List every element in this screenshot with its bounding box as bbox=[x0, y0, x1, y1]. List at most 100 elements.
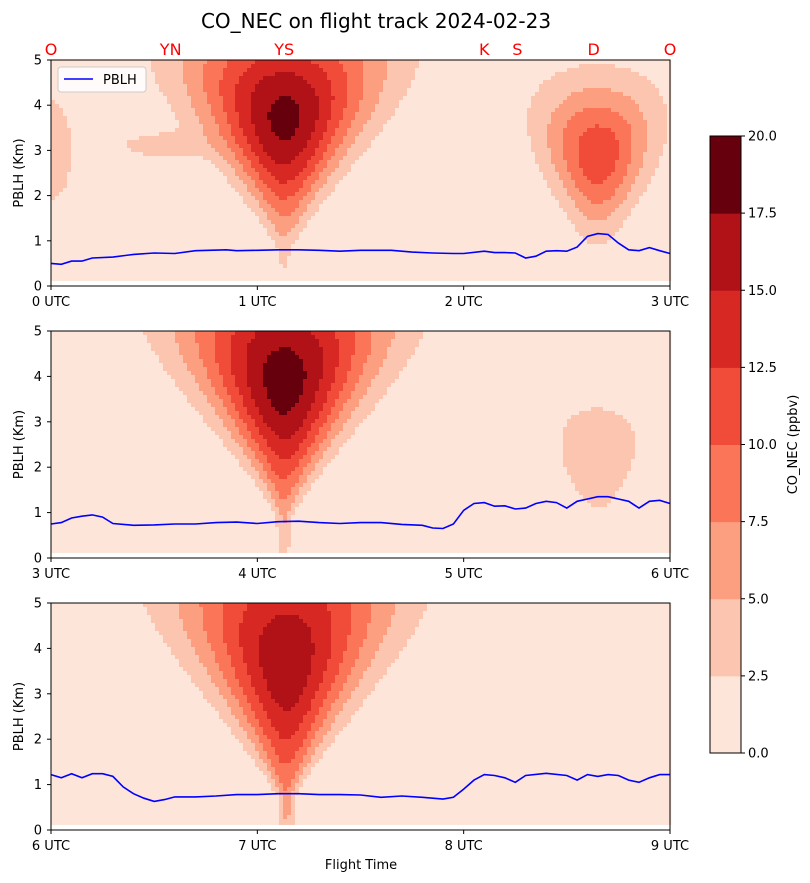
contour-cell bbox=[531, 96, 536, 101]
contour-cell bbox=[95, 184, 100, 189]
contour-cell bbox=[383, 140, 388, 145]
contour-cell bbox=[391, 84, 396, 89]
contour-cell bbox=[211, 172, 216, 177]
contour-cell bbox=[499, 120, 504, 125]
contour-cell bbox=[539, 120, 544, 125]
contour-cell bbox=[527, 60, 532, 65]
contour-cell bbox=[531, 116, 536, 121]
contour-cell bbox=[199, 168, 204, 173]
contour-cell bbox=[447, 152, 452, 157]
contour-cell bbox=[359, 180, 364, 185]
contour-cell bbox=[55, 184, 60, 189]
contour-cell bbox=[179, 136, 184, 141]
contour-cell bbox=[411, 144, 416, 149]
contour-cell bbox=[587, 116, 592, 121]
contour-cell bbox=[195, 72, 200, 77]
contour-cell bbox=[379, 68, 384, 73]
contour-cell bbox=[355, 64, 360, 69]
contour-cell bbox=[267, 156, 272, 161]
contour-cell bbox=[411, 156, 416, 161]
contour-cell bbox=[543, 60, 548, 65]
contour-cell bbox=[155, 132, 160, 137]
contour-cell bbox=[407, 76, 412, 81]
contour-cell bbox=[115, 188, 120, 193]
contour-cell bbox=[107, 152, 112, 157]
contour-cell bbox=[635, 140, 640, 145]
contour-cell bbox=[99, 184, 104, 189]
contour-cell bbox=[555, 64, 560, 69]
contour-cell bbox=[663, 64, 668, 69]
contour-cell bbox=[595, 184, 600, 189]
contour-cell bbox=[399, 144, 404, 149]
contour-cell bbox=[431, 112, 436, 117]
contour-cell bbox=[363, 160, 368, 165]
contour-cell bbox=[579, 176, 584, 181]
contour-cell bbox=[275, 124, 280, 129]
contour-cell bbox=[195, 120, 200, 125]
contour-cell bbox=[563, 184, 568, 189]
contour-cell bbox=[167, 120, 172, 125]
contour-cell bbox=[247, 148, 252, 153]
contour-cell bbox=[551, 132, 556, 137]
contour-cell bbox=[91, 124, 96, 129]
contour-cell bbox=[63, 108, 68, 113]
contour-cell bbox=[87, 172, 92, 177]
contour-cell bbox=[559, 68, 564, 73]
contour-cell bbox=[443, 140, 448, 145]
contour-cell bbox=[235, 104, 240, 109]
contour-cell bbox=[339, 100, 344, 105]
contour-cell bbox=[207, 104, 212, 109]
contour-cell bbox=[659, 136, 664, 141]
contour-cell bbox=[387, 128, 392, 133]
contour-cell bbox=[387, 60, 392, 65]
contour-cell bbox=[351, 64, 356, 69]
contour-cell bbox=[167, 88, 172, 93]
contour-cell bbox=[415, 180, 420, 185]
contour-cell bbox=[391, 96, 396, 101]
contour-cell bbox=[615, 84, 620, 89]
contour-cell bbox=[663, 152, 668, 157]
contour-cell bbox=[411, 128, 416, 133]
contour-cell bbox=[171, 168, 176, 173]
contour-cell bbox=[303, 164, 308, 169]
contour-cell bbox=[539, 140, 544, 145]
contour-cell bbox=[663, 112, 668, 117]
contour-cell bbox=[343, 84, 348, 89]
contour-cell bbox=[139, 104, 144, 109]
contour-cell bbox=[459, 100, 464, 105]
contour-cell bbox=[367, 96, 372, 101]
contour-cell bbox=[187, 76, 192, 81]
contour-cell bbox=[379, 180, 384, 185]
contour-cell bbox=[287, 136, 292, 141]
contour-cell bbox=[503, 92, 508, 97]
contour-cell bbox=[639, 156, 644, 161]
contour-cell bbox=[95, 64, 100, 69]
contour-cell bbox=[255, 120, 260, 125]
contour-cell bbox=[659, 76, 664, 81]
contour-cell bbox=[547, 124, 552, 129]
contour-cell bbox=[663, 136, 668, 141]
contour-cell bbox=[407, 132, 412, 137]
contour-cell bbox=[223, 84, 228, 89]
contour-cell bbox=[259, 124, 264, 129]
contour-cell bbox=[355, 116, 360, 121]
contour-cell bbox=[299, 80, 304, 85]
contour-cell bbox=[279, 112, 284, 117]
contour-cell bbox=[135, 104, 140, 109]
contour-cell bbox=[471, 152, 476, 157]
contour-cell bbox=[431, 116, 436, 121]
contour-cell bbox=[567, 104, 572, 109]
contour-cell bbox=[467, 64, 472, 69]
contour-cell bbox=[495, 60, 500, 65]
contour-cell bbox=[507, 160, 512, 165]
contour-cell bbox=[163, 140, 168, 145]
contour-cell bbox=[79, 152, 84, 157]
contour-cell bbox=[131, 172, 136, 177]
contour-cell bbox=[171, 64, 176, 69]
contour-cell bbox=[459, 84, 464, 89]
contour-cell bbox=[275, 72, 280, 77]
contour-cell bbox=[375, 72, 380, 77]
contour-cell bbox=[471, 68, 476, 73]
contour-cell bbox=[163, 180, 168, 185]
contour-cell bbox=[511, 120, 516, 125]
